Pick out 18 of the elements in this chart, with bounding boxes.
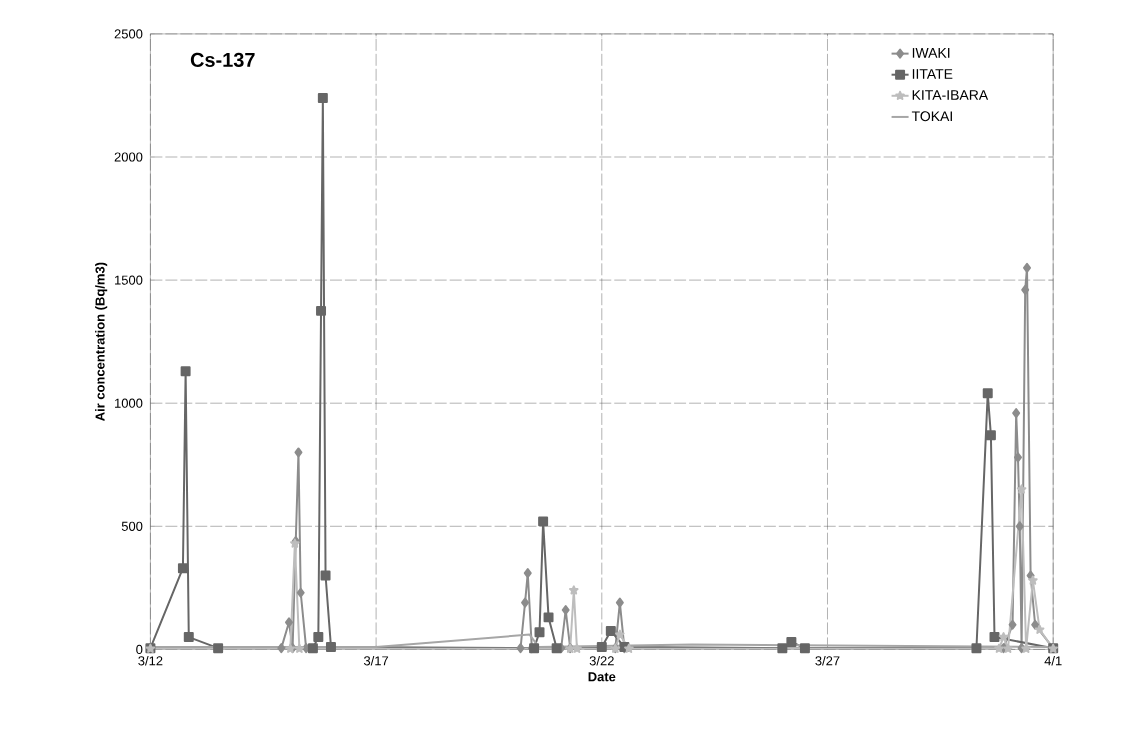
y-tick-label: 2500 xyxy=(114,29,143,39)
y-tick-label: 1000 xyxy=(115,398,143,408)
x-axis-title: Date xyxy=(588,672,616,682)
legend-label: TOKAI xyxy=(911,111,952,122)
y-tick-label: 500 xyxy=(121,521,143,531)
y-tick-label: 1500 xyxy=(115,275,143,285)
x-tick-label: 3/12 xyxy=(138,655,163,666)
y-tick-label: 2000 xyxy=(114,152,143,162)
x-tick-label: 3/22 xyxy=(589,655,614,666)
y-tick-label: 0 xyxy=(136,644,143,654)
legend-label: IWAKI xyxy=(912,48,950,58)
legend-label: KITA-IBARA xyxy=(912,90,989,100)
legend-label: IITATE xyxy=(912,69,953,79)
x-tick-label: 3/27 xyxy=(815,655,840,666)
text: Cs-137 xyxy=(190,52,255,67)
y-axis-title: Air concentration (Bq/m3) xyxy=(95,262,108,421)
x-tick-label: 4/1 xyxy=(1044,655,1062,666)
x-tick-label: 3/17 xyxy=(363,655,389,666)
